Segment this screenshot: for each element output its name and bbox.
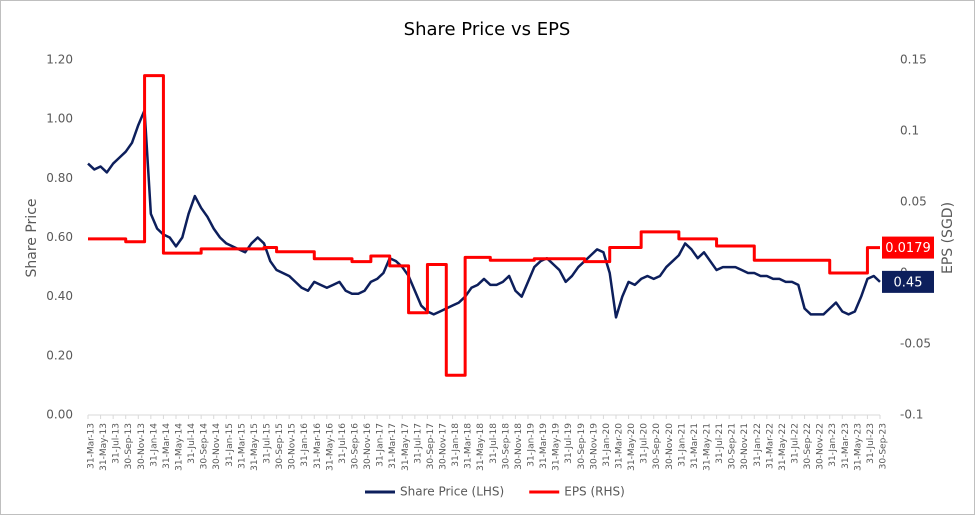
x-tick-label: 31-Mar-19	[539, 423, 549, 469]
x-tick-label: 30-Sep-22	[803, 423, 813, 469]
y-tick-label: 0.80	[46, 171, 73, 185]
y2-axis-label: EPS (SGD)	[940, 202, 956, 274]
x-tick-label: 31-Jan-20	[602, 423, 612, 467]
y-axis-label: Share Price	[24, 198, 40, 277]
x-tick-label: 31-May-17	[401, 423, 411, 471]
x-tick-label: 31-Mar-22	[765, 423, 775, 469]
x-tick-label: 31-Mar-21	[690, 423, 700, 469]
x-tick-label: 30-Nov-20	[665, 423, 675, 470]
value-label-box	[882, 236, 934, 259]
x-tick-label: 30-Nov-16	[363, 423, 373, 470]
x-tick-label: 31-May-14	[175, 423, 185, 471]
x-tick-label: 31-Mar-18	[464, 423, 474, 469]
y2-tick-label: 0.15	[900, 53, 927, 67]
x-tick-label: 30-Sep-13	[124, 423, 134, 469]
x-tick-label: 30-Nov-15	[288, 423, 298, 470]
x-tick-label: 31-Jul-23	[866, 423, 876, 464]
x-tick-label: 30-Nov-17	[439, 423, 449, 470]
value-label: 0.45	[894, 275, 923, 290]
x-tick-label: 31-Jul-13	[112, 423, 122, 464]
x-tick-label: 31-Jul-19	[564, 423, 574, 464]
x-tick-label: 31-Mar-16	[313, 423, 323, 469]
x-tick-label: 30-Sep-15	[275, 423, 285, 469]
x-tick-label: 31-Jul-18	[489, 423, 499, 464]
x-tick-label: 31-Jan-23	[828, 423, 838, 467]
x-tick-label: 31-Jan-16	[300, 423, 310, 467]
x-tick-label: 31-Mar-20	[615, 423, 625, 469]
y-tick-label: 0.40	[46, 289, 73, 303]
x-tick-label: 31-Mar-15	[237, 423, 247, 469]
series-line	[87, 109, 881, 319]
y2-tick-label: 0.1	[900, 124, 919, 138]
x-tick-label: 31-May-20	[627, 423, 637, 471]
x-tick-label: 31-Jan-17	[376, 423, 386, 467]
y-tick-label: 1.00	[46, 112, 73, 126]
x-tick-label: 31-Jul-17	[413, 423, 423, 464]
y-tick-label: 1.20	[46, 53, 73, 67]
x-tick-label: 31-Mar-17	[388, 423, 398, 469]
x-tick-label: 30-Sep-19	[577, 423, 587, 470]
x-tick-label: 31-May-18	[476, 423, 486, 471]
x-tick-label: 30-Nov-19	[589, 423, 599, 470]
series-line	[88, 74, 880, 377]
legend-label: Share Price (LHS)	[400, 485, 504, 499]
x-tick-label: 31-Jul-21	[715, 423, 725, 464]
x-tick-label: 31-Mar-23	[841, 423, 851, 469]
x-tick-label: 30-Sep-20	[652, 423, 662, 470]
x-tick-label: 30-Nov-21	[740, 423, 750, 470]
x-tick-label: 31-May-16	[325, 423, 335, 471]
x-tick-label: 30-Nov-13	[137, 423, 147, 470]
x-tick-label: 31-Mar-13	[87, 423, 97, 469]
x-tick-label: 31-Jul-15	[263, 423, 273, 464]
x-tick-label: 30-Sep-21	[728, 423, 738, 469]
x-tick-label: 30-Sep-17	[426, 423, 436, 469]
x-tick-label: 31-Jan-21	[677, 423, 687, 467]
x-tick-label: 31-Mar-14	[162, 423, 172, 469]
y-tick-label: 0.20	[46, 348, 73, 362]
x-tick-label: 31-May-21	[703, 423, 713, 471]
x-tick-label: 31-May-23	[853, 423, 863, 471]
chart-title: Share Price vs EPS	[404, 19, 571, 40]
x-tick-label: 31-Jan-22	[753, 423, 763, 467]
x-tick-label: 30-Sep-16	[351, 423, 361, 470]
x-tick-label: 31-Jan-14	[149, 423, 159, 467]
y2-tick-label: 0.05	[900, 195, 927, 209]
y2-tick-label: -0.05	[900, 337, 931, 351]
x-tick-label: 31-Jan-15	[225, 423, 235, 467]
x-tick-label: 31-Jul-14	[187, 423, 197, 464]
x-tick-label: 30-Nov-18	[514, 423, 524, 470]
x-tick-label: 30-Sep-23	[879, 423, 889, 469]
x-tick-label: 31-Jul-22	[791, 423, 801, 464]
y-tick-label: 0.00	[46, 408, 73, 422]
x-tick-label: 30-Nov-14	[212, 423, 222, 470]
x-tick-label: 31-May-15	[250, 423, 260, 471]
value-label: 0.0179	[885, 241, 931, 256]
value-label-box	[882, 270, 934, 293]
legend-label: EPS (RHS)	[564, 485, 625, 499]
x-tick-label: 31-May-13	[99, 423, 109, 471]
x-tick-label: 31-May-22	[778, 423, 788, 471]
x-tick-label: 30-Sep-18	[501, 423, 511, 470]
y-tick-label: 0.60	[46, 230, 73, 244]
x-tick-label: 31-Jan-18	[451, 423, 461, 467]
x-tick-label: 31-Jan-19	[527, 423, 537, 467]
x-tick-label: 31-Jul-20	[640, 423, 650, 464]
y2-tick-label: -0.1	[900, 408, 923, 422]
x-tick-label: 31-Jul-16	[338, 423, 348, 464]
x-tick-label: 30-Nov-22	[816, 423, 826, 470]
x-tick-label: 30-Sep-14	[200, 423, 210, 470]
x-tick-label: 31-May-19	[552, 423, 562, 471]
